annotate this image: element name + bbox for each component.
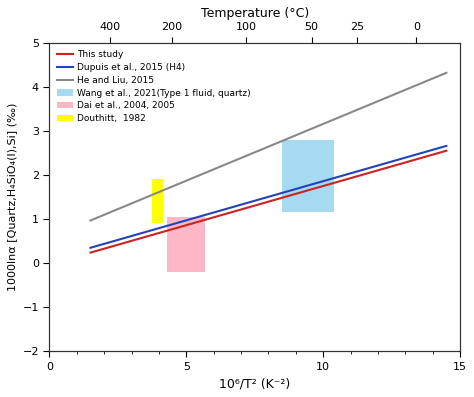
Bar bbox=[167, 217, 205, 272]
X-axis label: 10⁶/T² (K⁻²): 10⁶/T² (K⁻²) bbox=[219, 377, 291, 390]
Bar bbox=[282, 140, 334, 212]
Bar bbox=[152, 179, 163, 224]
Legend: This study, Dupuis et al., 2015 (H4), He and Liu, 2015, Wang et al., 2021(Type 1: This study, Dupuis et al., 2015 (H4), He… bbox=[54, 47, 254, 126]
Y-axis label: 1000lnα [Quartz,H₄SiO₄(l),Si] (‰): 1000lnα [Quartz,H₄SiO₄(l),Si] (‰) bbox=[7, 103, 17, 291]
X-axis label: Temperature (°C): Temperature (°C) bbox=[201, 7, 309, 20]
